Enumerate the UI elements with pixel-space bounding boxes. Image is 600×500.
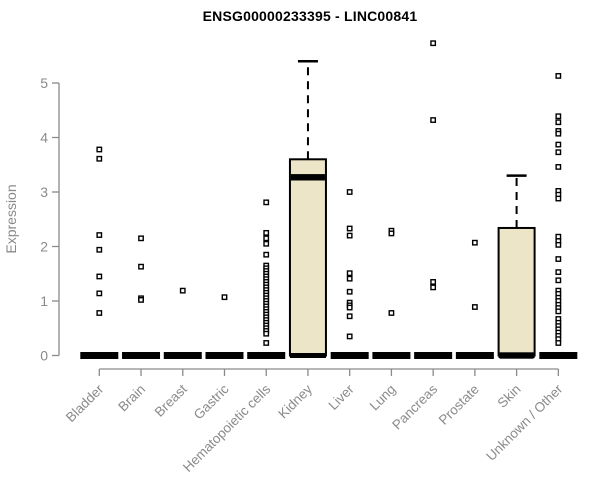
outlier-point-unknown-other — [555, 241, 562, 248]
outlier-point-liver — [346, 313, 353, 320]
collapsed-box-bladder — [80, 352, 119, 359]
outlier-point-liver — [346, 304, 353, 311]
collapsed-box-brain — [122, 352, 161, 359]
outlier-point-prostate — [471, 239, 478, 246]
category-label-kidney: Kidney — [275, 381, 315, 421]
outlier-point-brain — [138, 263, 144, 270]
category-label-lung: Lung — [367, 382, 399, 414]
outlier-point-unknown-other — [555, 308, 562, 315]
outlier-point-unknown-other — [555, 277, 562, 284]
outlier-point-liver — [346, 333, 353, 340]
y-tick-label: 4 — [40, 130, 48, 146]
outlier-point-hematopoietic-cells — [263, 235, 270, 242]
category-label-liver: Liver — [326, 381, 358, 413]
outlier-point-unknown-other — [555, 119, 562, 126]
y-tick-label: 5 — [40, 75, 48, 91]
category-label-unknown-other: Unknown / Other — [483, 381, 566, 464]
outlier-point-unknown-other — [555, 195, 562, 202]
outlier-point-hematopoietic-cells — [263, 340, 270, 346]
box-kidney — [288, 158, 327, 357]
outlier-point-unknown-other — [555, 340, 562, 346]
outlier-point-hematopoietic-cells — [263, 330, 270, 337]
outlier-point-unknown-other — [555, 256, 562, 262]
y-tick-label: 2 — [40, 239, 48, 255]
category-label-gastric: Gastric — [191, 381, 232, 422]
outlier-point-unknown-other — [555, 149, 562, 156]
outlier-point-liver — [346, 275, 353, 282]
outlier-point-liver — [346, 270, 353, 277]
outlier-point-bladder — [96, 155, 103, 162]
outlier-point-bladder — [96, 310, 103, 316]
category-label-skin: Skin — [495, 382, 524, 411]
y-tick-label: 3 — [40, 184, 48, 200]
outlier-point-gastric — [221, 294, 228, 301]
outlier-point-pancreas — [430, 117, 437, 123]
outlier-point-lung — [388, 310, 395, 316]
category-label-brain: Brain — [115, 382, 148, 415]
outlier-point-bladder — [96, 273, 103, 280]
collapsed-box-lung — [372, 352, 411, 359]
collapsed-box-liver — [330, 352, 369, 359]
outlier-point-pancreas — [430, 40, 437, 47]
box-bottom-kidney — [289, 353, 326, 358]
collapsed-box-gastric — [205, 352, 244, 359]
outlier-point-liver — [346, 225, 353, 232]
category-label-prostate: Prostate — [436, 382, 482, 428]
outlier-point-prostate — [471, 304, 478, 310]
outlier-point-unknown-other — [555, 113, 562, 120]
outlier-point-pancreas — [430, 279, 437, 285]
outlier-point-hematopoietic-cells — [263, 240, 270, 247]
outlier-point-unknown-other — [555, 164, 562, 170]
median-kidney — [290, 174, 325, 181]
collapsed-box-prostate — [455, 352, 494, 359]
outlier-point-bladder — [96, 146, 103, 153]
outlier-point-lung — [388, 230, 395, 237]
outlier-point-unknown-other — [555, 73, 562, 79]
median-skin — [499, 352, 534, 359]
outlier-point-hematopoietic-cells — [263, 229, 270, 236]
outlier-point-liver — [346, 288, 353, 295]
collapsed-box-unknown-other — [539, 352, 578, 359]
collapsed-box-hematopoietic-cells — [247, 352, 286, 359]
outlier-point-brain — [138, 297, 144, 303]
category-label-pancreas: Pancreas — [389, 381, 440, 432]
outlier-point-bladder — [96, 232, 103, 238]
y-tick-label: 0 — [40, 348, 48, 364]
outlier-point-unknown-other — [555, 130, 562, 137]
y-tick-label: 1 — [40, 293, 48, 309]
outlier-point-liver — [346, 232, 353, 239]
outlier-point-pancreas — [430, 284, 437, 291]
outlier-point-breast — [179, 287, 186, 294]
outlier-point-liver — [346, 189, 353, 195]
outlier-point-unknown-other — [555, 269, 562, 276]
collapsed-box-pancreas — [414, 352, 453, 359]
category-label-bladder: Bladder — [63, 381, 107, 425]
outlier-point-bladder — [96, 246, 103, 253]
outlier-point-hematopoietic-cells — [263, 251, 270, 258]
outlier-point-unknown-other — [555, 141, 562, 148]
box-skin — [497, 226, 536, 357]
outlier-point-bladder — [96, 290, 103, 297]
outlier-point-brain — [138, 235, 144, 242]
outlier-point-hematopoietic-cells — [263, 199, 270, 206]
chart-title: ENSG00000233395 - LINC00841 — [202, 8, 418, 24]
y-axis-title: Expression — [3, 184, 19, 253]
category-label-breast: Breast — [152, 381, 190, 419]
collapsed-box-breast — [163, 352, 202, 359]
